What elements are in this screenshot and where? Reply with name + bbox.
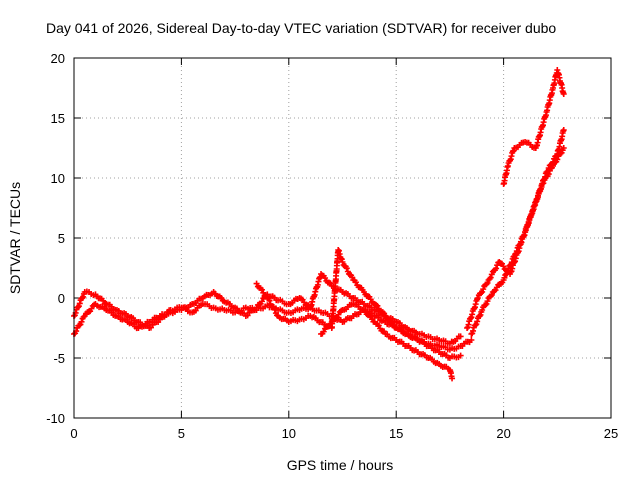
- data-point-trail: [266, 297, 273, 304]
- y-tick-label: 0: [58, 291, 65, 306]
- y-tick-label: -10: [46, 411, 65, 426]
- y-tick-label: 15: [51, 111, 65, 126]
- data-point-trail: [480, 286, 487, 293]
- data-point-trail: [76, 322, 83, 329]
- data-point: [550, 163, 557, 169]
- data-points: [71, 67, 567, 382]
- data-point-trail: [76, 300, 83, 307]
- data-point-trail: [75, 304, 82, 311]
- data-point-trail: [343, 265, 350, 272]
- data-point: [539, 181, 546, 187]
- data-point-trail: [488, 271, 495, 278]
- y-tick-label: 10: [51, 171, 65, 186]
- data-point-trail: [470, 327, 477, 334]
- data-point-trail: [79, 295, 86, 302]
- y-tick-label: -5: [53, 351, 65, 366]
- data-point-trail: [482, 302, 489, 309]
- y-axis-label: SDTVAR / TECUs: [7, 182, 23, 294]
- satellite-track-7: [500, 67, 567, 187]
- data-point-trail: [476, 313, 483, 320]
- data-point-trail: [477, 311, 484, 318]
- satellite-track-5: [468, 127, 567, 337]
- data-point-trail: [554, 156, 561, 163]
- data-point-trail: [540, 180, 547, 187]
- x-tick-label: 0: [70, 426, 77, 441]
- satellite-track-2: [71, 271, 464, 347]
- y-tick-label: 5: [58, 231, 65, 246]
- data-point: [449, 375, 456, 382]
- data-point-trail: [78, 318, 85, 325]
- grid: [74, 58, 611, 418]
- data-point-trail: [488, 291, 495, 298]
- data-point-trail: [474, 318, 481, 325]
- data-point: [560, 127, 567, 133]
- data-point-trail: [484, 298, 491, 305]
- satellite-track-3: [253, 247, 464, 361]
- data-point-trail: [472, 322, 479, 329]
- x-tick-label: 5: [178, 426, 185, 441]
- data-point: [339, 259, 346, 265]
- data-point: [560, 91, 567, 97]
- data-point: [560, 145, 567, 151]
- data-point-trail: [80, 313, 87, 320]
- data-point: [457, 333, 464, 340]
- x-tick-label: 10: [282, 426, 296, 441]
- data-point-trail: [258, 298, 265, 305]
- satellite-track-6: [464, 145, 567, 331]
- x-tick-label: 25: [604, 426, 618, 441]
- x-axis-label: GPS time / hours: [287, 457, 394, 473]
- data-point-trail: [80, 293, 87, 300]
- plot-frame: [73, 57, 612, 419]
- axis-ticks: 0 5 10 15 20 25 -10 -5 0 5 10 15 20: [46, 51, 618, 441]
- data-point: [457, 352, 464, 359]
- data-point-trail: [484, 279, 491, 286]
- x-tick-label: 15: [389, 426, 403, 441]
- data-point-trail: [483, 300, 490, 307]
- data-point-trail: [487, 274, 494, 281]
- data-point-trail: [258, 286, 265, 293]
- y-tick-label: 20: [51, 51, 65, 66]
- data-point-trail: [545, 171, 552, 178]
- chart-title: Day 041 of 2026, Sidereal Day-to-day VTE…: [46, 20, 556, 36]
- data-point-trail: [557, 150, 564, 157]
- x-tick-label: 20: [496, 426, 510, 441]
- satellite-track-4: [318, 301, 456, 382]
- data-point: [468, 337, 475, 343]
- data-point-trail: [271, 306, 278, 313]
- data-point-trail: [479, 288, 486, 295]
- data-point-trail: [493, 265, 500, 272]
- data-point-trail: [478, 290, 485, 297]
